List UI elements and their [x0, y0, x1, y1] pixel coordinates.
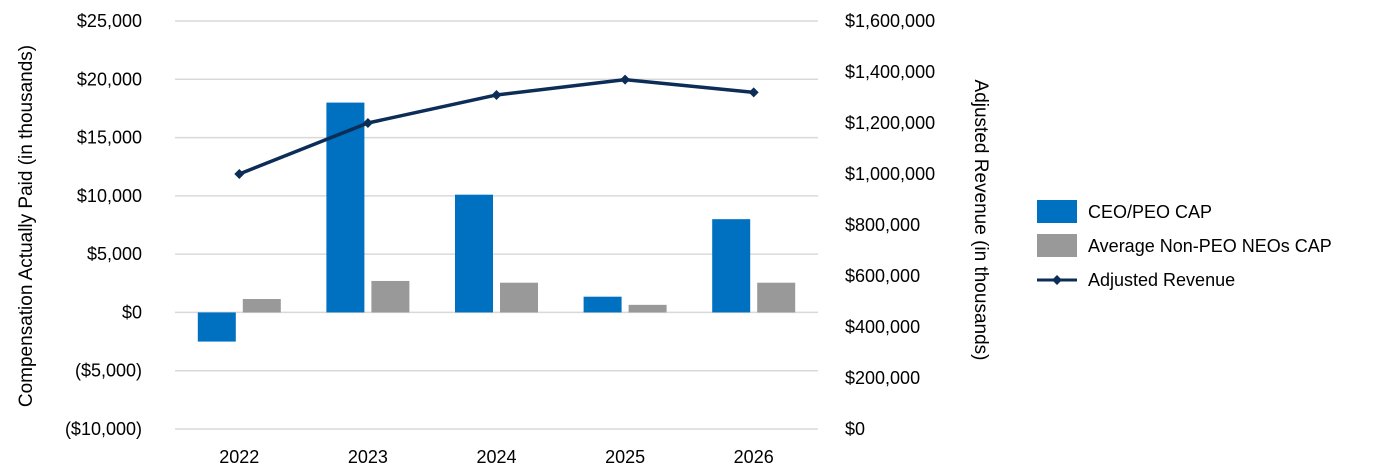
bar-ceo-2022	[197, 312, 236, 342]
bar-ceo-2024	[455, 194, 493, 313]
bar-series	[197, 102, 796, 342]
right-tick-label: $800,000	[845, 215, 920, 235]
right-axis-ticks: $0 $200,000 $400,000 $600,000 $800,000 $1,000…	[845, 11, 935, 439]
bar-neo-2024	[500, 282, 538, 313]
right-tick-label: $400,000	[845, 317, 920, 337]
legend-item-revenue: Adjusted Revenue	[1037, 270, 1235, 290]
revenue-point-2025	[620, 74, 631, 85]
legend-label-neo: Average Non-PEO NEOs CAP	[1088, 236, 1332, 256]
right-tick-label: $1,000,000	[845, 164, 935, 184]
bar-neo-2026	[757, 282, 796, 313]
legend-label-ceo: CEO/PEO CAP	[1088, 202, 1212, 222]
right-axis-title: Adjusted Revenue (in thousands)	[970, 80, 991, 361]
revenue-point-2022	[234, 169, 245, 179]
left-tick-label: $5,000	[87, 244, 142, 264]
x-tick-label: 2023	[348, 447, 388, 467]
bar-neo-2025	[628, 304, 667, 313]
left-tick-label: ($5,000)	[75, 361, 142, 381]
x-tick-label: 2022	[219, 447, 259, 467]
legend-item-neo: Average Non-PEO NEOs CAP	[1037, 234, 1332, 257]
revenue-point-2026	[748, 87, 759, 98]
x-tick-label: 2025	[605, 447, 645, 467]
left-axis-title: Compensation Actually Paid (in thousands…	[16, 45, 37, 407]
revenue-point-2024	[491, 89, 502, 100]
left-tick-label: $10,000	[77, 186, 142, 206]
left-axis-ticks: ($10,000) ($5,000) $0 $5,000 $10,000 $15,000 $…	[65, 11, 142, 439]
legend-swatch-ceo	[1037, 200, 1077, 223]
right-tick-label: $200,000	[845, 368, 920, 388]
grid-lines	[175, 20, 818, 430]
left-tick-label: $25,000	[77, 11, 142, 31]
bar-neo-2023	[371, 280, 410, 313]
left-tick-label: $20,000	[77, 69, 142, 89]
legend-marker-revenue	[1052, 275, 1062, 285]
left-tick-label: ($10,000)	[65, 419, 142, 439]
right-tick-label: $0	[845, 419, 865, 439]
right-tick-label: $1,400,000	[845, 62, 935, 82]
x-axis-ticks: 2022 2023 2024 2025 2026	[219, 447, 773, 467]
right-tick-label: $1,600,000	[845, 11, 935, 31]
legend-label-revenue: Adjusted Revenue	[1088, 270, 1235, 290]
legend-item-ceo: CEO/PEO CAP	[1037, 200, 1212, 223]
legend: CEO/PEO CAP Average Non-PEO NEOs CAP Adj…	[1037, 200, 1332, 290]
bar-ceo-2025	[583, 296, 622, 313]
left-tick-label: $15,000	[77, 128, 142, 148]
right-tick-label: $1,200,000	[845, 113, 935, 133]
x-tick-label: 2026	[734, 447, 774, 467]
revenue-point-2023	[362, 118, 373, 128]
x-tick-label: 2024	[476, 447, 516, 467]
right-tick-label: $600,000	[845, 266, 920, 286]
line-series	[234, 74, 759, 179]
bar-neo-2022	[242, 299, 281, 313]
left-tick-label: $0	[122, 302, 142, 322]
legend-swatch-neo	[1037, 234, 1077, 257]
bar-ceo-2023	[326, 102, 365, 313]
bar-ceo-2026	[712, 219, 751, 313]
